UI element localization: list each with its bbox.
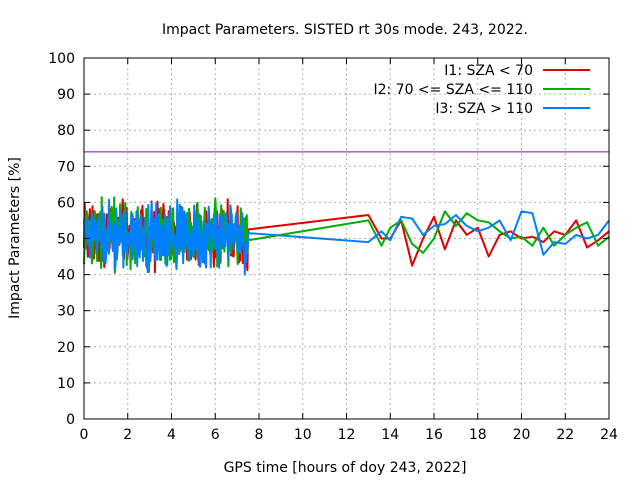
y-tick-label: 20 (57, 340, 75, 356)
legend-label-1: I1: SZA < 70 (444, 63, 533, 79)
y-tick-label: 10 (57, 376, 75, 392)
legend-label-2: I2: 70 <= SZA <= 110 (373, 82, 533, 98)
x-tick-label: 20 (513, 427, 531, 443)
legend-label-3: I3: SZA > 110 (435, 101, 533, 117)
x-tick-label: 0 (80, 427, 89, 443)
y-tick-label: 100 (48, 51, 75, 67)
y-tick-label: 50 (57, 232, 75, 248)
y-tick-label: 0 (66, 412, 75, 428)
y-tick-label: 30 (57, 304, 75, 320)
x-tick-label: 24 (600, 427, 618, 443)
chart-title: Impact Parameters. SISTED rt 30s mode. 2… (162, 22, 528, 38)
y-tick-label: 80 (57, 123, 75, 139)
x-tick-label: 18 (469, 427, 487, 443)
series-line-3 (83, 198, 610, 276)
x-tick-label: 6 (211, 427, 220, 443)
x-tick-label: 12 (338, 427, 356, 443)
x-tick-label: 4 (167, 427, 176, 443)
y-tick-label: 40 (57, 268, 75, 284)
x-tick-label: 8 (255, 427, 264, 443)
x-tick-label: 22 (556, 427, 574, 443)
legend: I1: SZA < 70 I2: 70 <= SZA <= 110 I3: SZA … (373, 63, 590, 117)
y-tick-label: 90 (57, 87, 75, 103)
x-tick-label: 2 (123, 427, 132, 443)
y-axis-label: Impact Parameters [%] (7, 157, 23, 319)
y-tick-label: 60 (57, 195, 75, 211)
x-axis-label: GPS time [hours of doy 243, 2022] (224, 460, 467, 476)
x-tick-label: 10 (294, 427, 312, 443)
series-group (83, 196, 610, 276)
x-tick-label: 16 (425, 427, 443, 443)
x-tick-label: 14 (381, 427, 399, 443)
y-tick-label: 70 (57, 159, 75, 175)
ticks: 0 2 4 6 8 10 12 14 16 18 20 22 240102030405060708090… (48, 51, 618, 443)
